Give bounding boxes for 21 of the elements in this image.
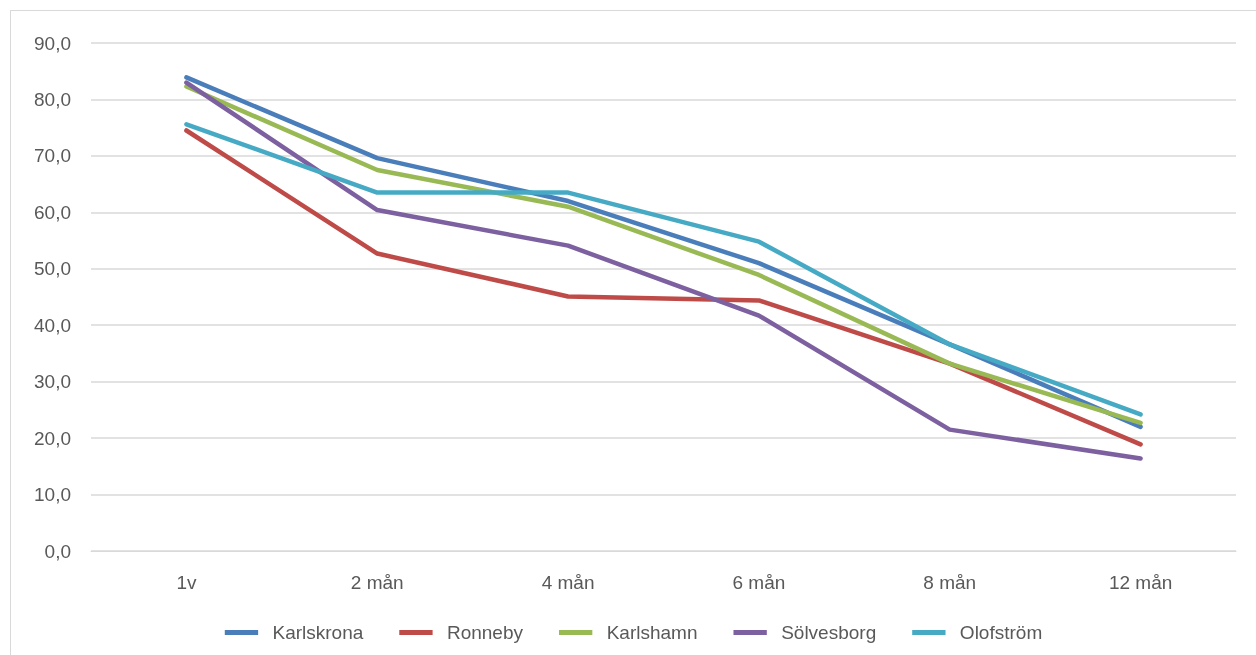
- x-tick-label: 8 mån: [923, 572, 977, 593]
- legend-label: Karlshamn: [606, 622, 698, 643]
- legend-label: Olofström: [959, 622, 1043, 643]
- y-tick-label: 10,0: [34, 484, 71, 506]
- legend-label: Karlskrona: [272, 622, 364, 643]
- y-tick-label: 70,0: [34, 145, 71, 167]
- y-tick-label: 90,0: [34, 32, 71, 54]
- y-tick-label: 40,0: [34, 314, 71, 336]
- legend-label: Sölvesborg: [781, 622, 877, 643]
- legend-label: Ronneby: [446, 622, 524, 643]
- x-tick-label: 6 mån: [732, 572, 786, 593]
- x-tick-label: 4 mån: [541, 572, 595, 593]
- y-tick-label: 30,0: [34, 371, 71, 393]
- y-tick-label: 0,0: [44, 540, 71, 562]
- y-tick-label: 60,0: [34, 201, 71, 223]
- y-tick-label: 20,0: [34, 427, 71, 449]
- y-tick-label: 80,0: [34, 88, 71, 110]
- y-tick-label: 50,0: [34, 258, 71, 280]
- x-tick-label: 1v: [176, 572, 197, 593]
- x-tick-label: 2 mån: [350, 572, 404, 593]
- x-tick-label: 12 mån: [1108, 572, 1173, 593]
